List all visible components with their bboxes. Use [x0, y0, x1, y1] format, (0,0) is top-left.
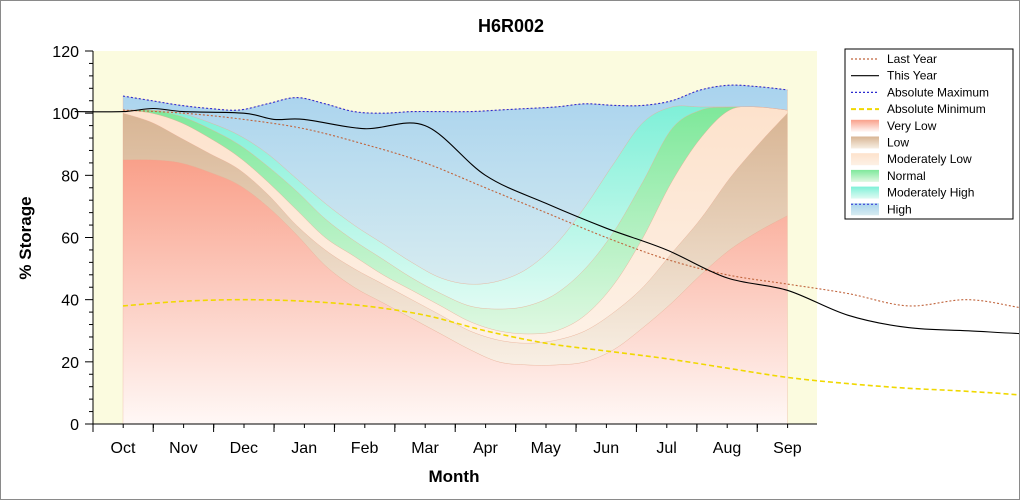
legend-items: Last Year This Year Absolute Maximum Absolu… [851, 52, 989, 216]
legend-label-low: Low [887, 136, 909, 150]
x-tick-label: Oct [111, 440, 136, 457]
y-tick-label: 20 [61, 355, 79, 372]
x-tick-label: Jul [656, 440, 676, 457]
chart-title: H6R002 [478, 16, 544, 36]
x-tick-label: Dec [230, 440, 258, 457]
lines-layer [74, 84, 1019, 396]
legend-label-absolute-minimum: Absolute Minimum [887, 102, 986, 116]
x-tick-label: Jan [291, 440, 317, 457]
x-tick-label: Aug [713, 440, 741, 457]
y-tick-label: 120 [52, 44, 79, 61]
legend: Last Year This Year Absolute Maximum Absolu… [844, 48, 1014, 220]
legend-swatch-moderately-high [851, 186, 879, 199]
axes-layer: 0 20 40 60 80 100 120 Oct Nov Dec Jan Feb Mar Apr May J… [52, 44, 817, 457]
legend-label-absolute-maximum: Absolute Maximum [887, 85, 989, 99]
bands-layer [122, 84, 788, 425]
x-tick-label: Jun [593, 440, 619, 457]
legend-swatch-normal [851, 169, 879, 182]
y-axis-label: % Storage [16, 196, 35, 279]
line-absolute-minimum [122, 298, 1019, 396]
band-high [122, 84, 788, 285]
y-tick-label: 60 [61, 231, 79, 248]
x-tick-label: Apr [473, 440, 499, 457]
x-tick-label: Feb [351, 440, 379, 457]
y-tick-label: 40 [61, 293, 79, 310]
x-axis-label: Month [429, 467, 480, 486]
y-tick-label: 100 [52, 106, 79, 123]
legend-label-very-low: Very Low [887, 119, 937, 133]
line-this-year [74, 107, 1019, 335]
line-absolute-maximum [122, 84, 788, 114]
legend-label-last-year: Last Year [887, 52, 937, 66]
legend-swatch-moderately-low [851, 153, 879, 166]
legend-label-moderately-low: Moderately Low [887, 152, 972, 166]
x-tick-label: May [531, 440, 561, 457]
legend-swatch-high [851, 203, 879, 216]
x-tick-label: Mar [411, 440, 439, 457]
legend-label-this-year: This Year [887, 69, 937, 83]
legend-label-high: High [887, 202, 912, 216]
y-tick-label: 0 [70, 417, 79, 434]
legend-label-normal: Normal [887, 169, 926, 183]
legend-swatch-low [851, 136, 879, 149]
legend-swatch-very-low [851, 119, 879, 132]
x-tick-label: Sep [773, 440, 802, 457]
x-tick-label: Nov [169, 440, 197, 457]
line-last-year [122, 109, 1019, 308]
legend-label-moderately-high: Moderately High [887, 186, 974, 200]
y-tick-label: 80 [61, 168, 79, 185]
